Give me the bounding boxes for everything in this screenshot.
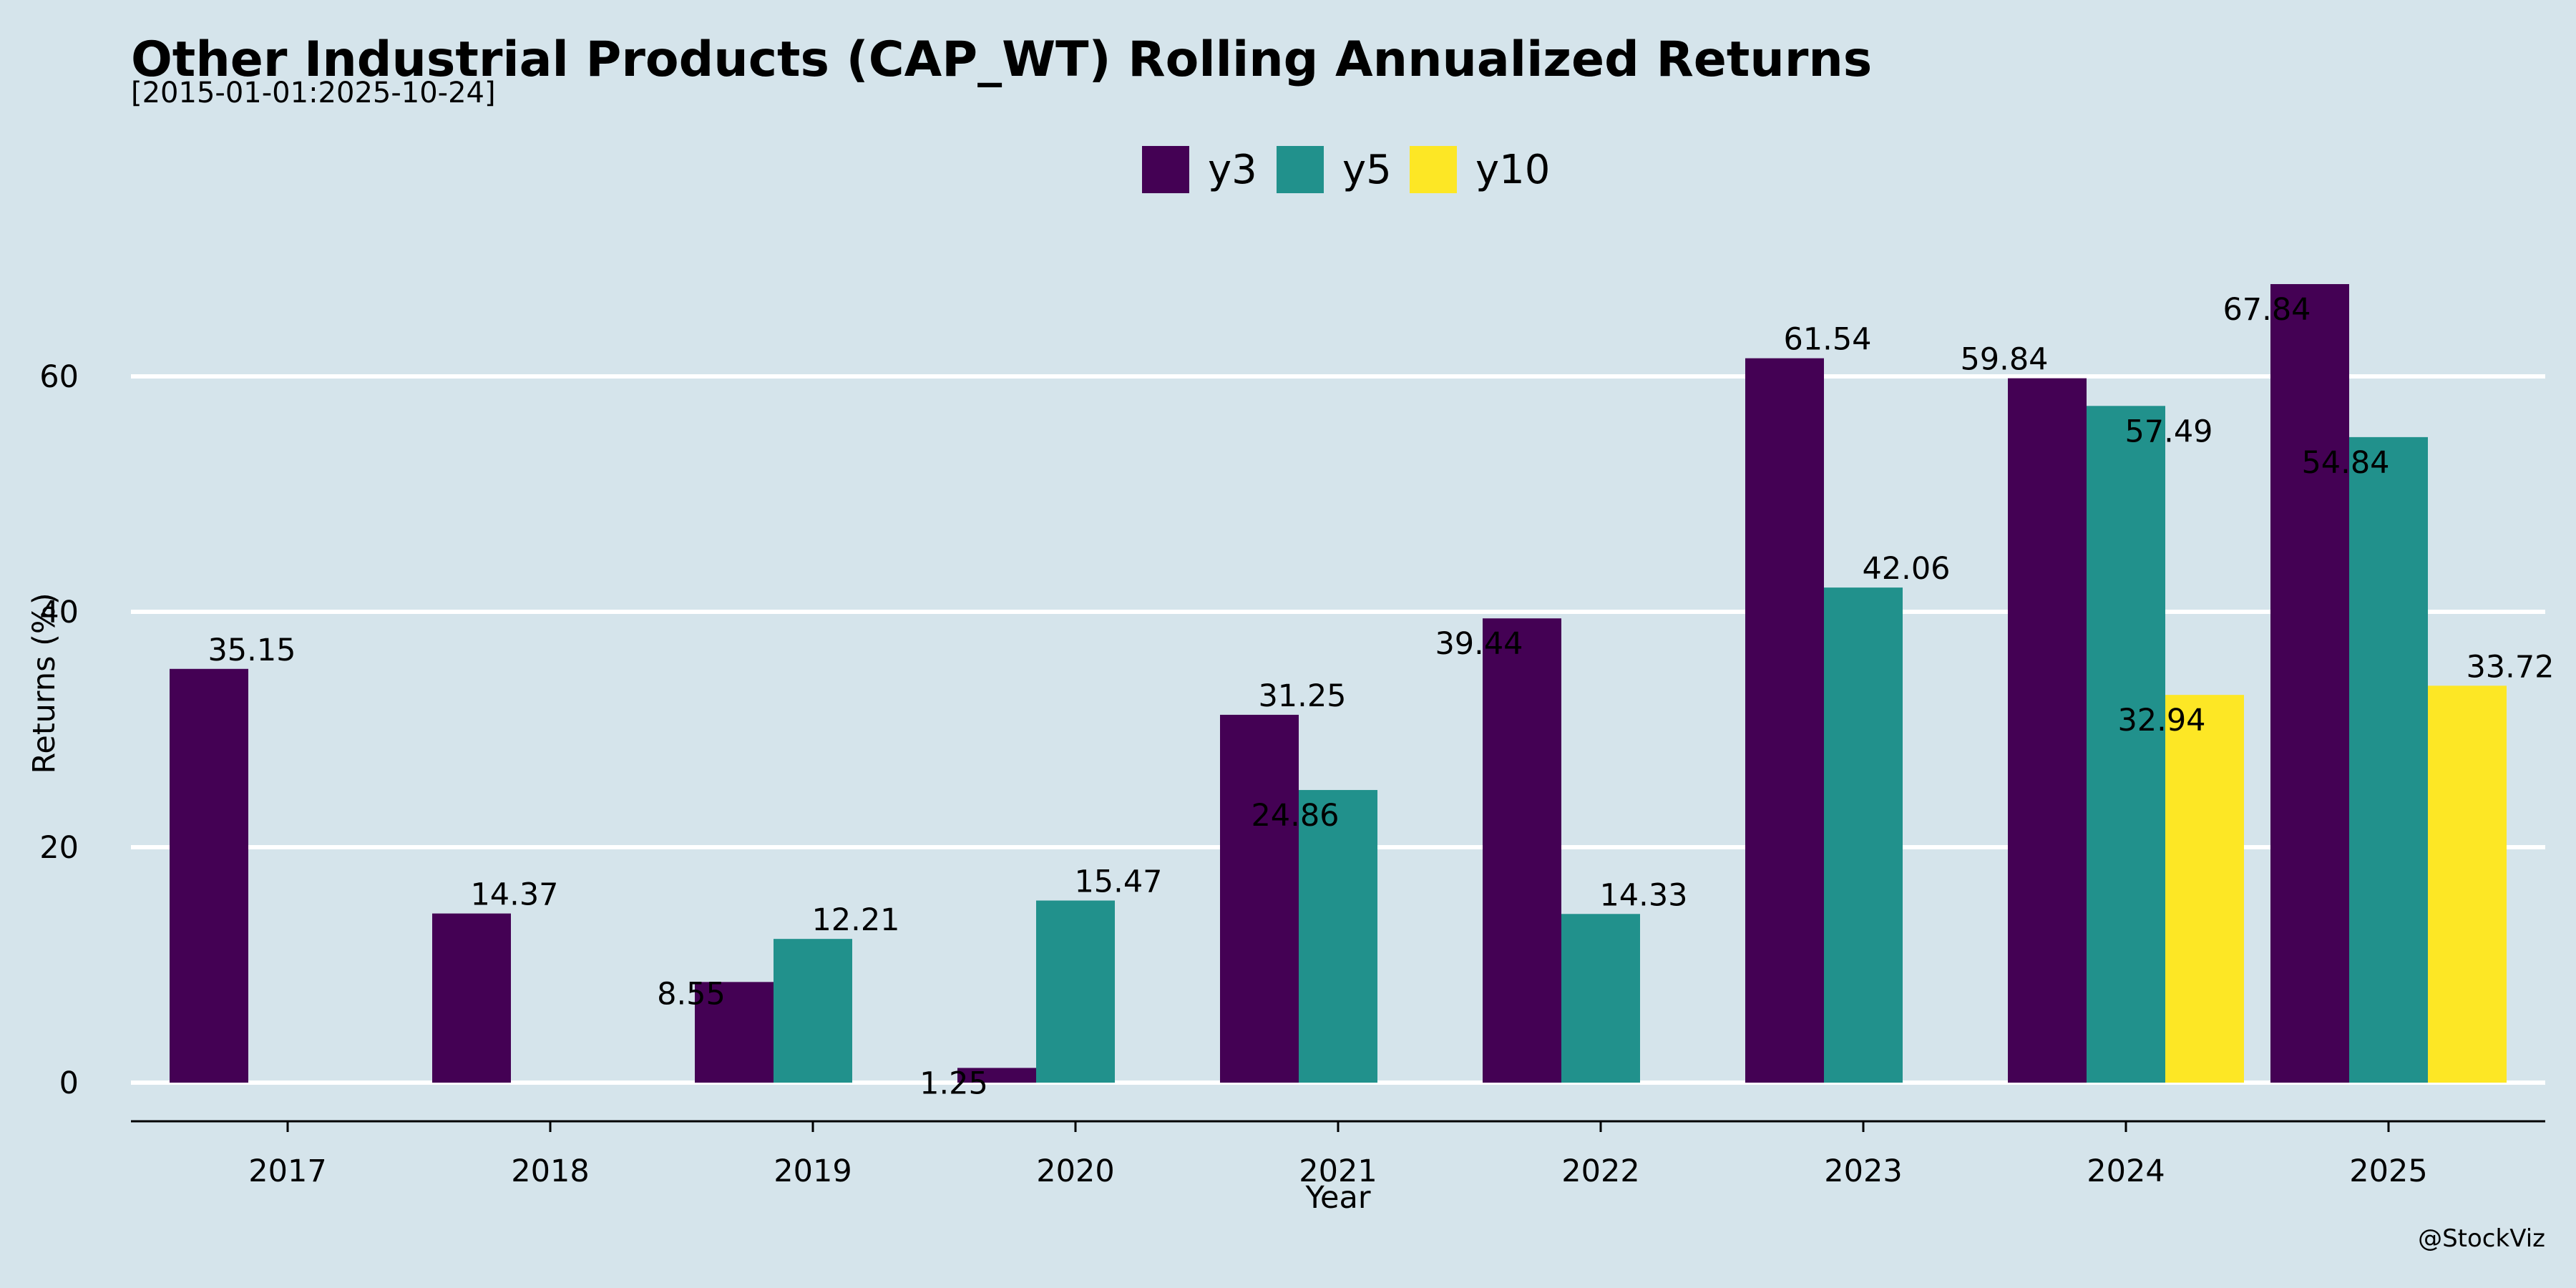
x-tick-label: 2019 <box>774 1153 852 1189</box>
data-label-y5-2019: 12.21 <box>811 902 899 938</box>
data-label-y3-2020: 1.25 <box>919 1065 988 1101</box>
data-label-y5-2021: 24.86 <box>1251 798 1339 834</box>
bar-y5-2025 <box>2349 436 2428 1083</box>
bar-labels: 35.15 14.37 8.55 1.25 31.25 39.44 61.54 59.84 67… <box>208 292 2554 1101</box>
data-label-y5-2024: 57.49 <box>2124 414 2212 449</box>
x-tick-label: 2024 <box>2087 1153 2165 1189</box>
data-label-y5-2025: 54.84 <box>2301 445 2389 481</box>
x-axis: 2017 2018 2019 2020 2021 2022 2023 2024 2025 <box>131 1120 2545 1189</box>
bar-y10-2024 <box>2165 695 2244 1083</box>
data-label-y3-2019: 8.55 <box>657 976 726 1012</box>
data-label-y3-2021: 31.25 <box>1258 678 1346 714</box>
bar-y5-2024 <box>2087 406 2165 1083</box>
legend-swatch-y10 <box>1410 146 1457 193</box>
y-axis-label: Returns (%) <box>26 592 62 774</box>
data-label-y3-2024: 59.84 <box>1960 342 2048 378</box>
bar-y5-2021 <box>1299 790 1377 1083</box>
bar-y3-2017 <box>170 668 248 1083</box>
data-label-y10-2025: 33.72 <box>2466 649 2554 685</box>
legend-swatch-y3 <box>1142 146 1189 193</box>
bar-y5-2020 <box>1036 900 1115 1083</box>
chart-subtitle: [2015-01-01:2025-10-24] <box>131 77 496 109</box>
bar-y3-2024 <box>2008 378 2087 1083</box>
data-label-y10-2024: 32.94 <box>2117 703 2205 738</box>
x-axis-label: Year <box>1304 1180 1370 1216</box>
y-axis-ticks: 0 20 40 60 <box>39 359 79 1101</box>
bar-y10-2025 <box>2428 686 2507 1083</box>
x-tick-label: 2018 <box>511 1153 589 1189</box>
legend-label-y3: y3 <box>1208 147 1257 193</box>
data-label-y5-2023: 42.06 <box>1862 551 1950 587</box>
data-label-y3-2022: 39.44 <box>1435 626 1523 662</box>
bar-y3-2019 <box>695 982 774 1083</box>
bars <box>170 284 2507 1083</box>
bar-y5-2023 <box>1824 587 1903 1083</box>
bar-y3-2021 <box>1220 714 1299 1083</box>
credit-text: @StockViz <box>2418 1224 2545 1253</box>
data-label-y5-2022: 14.33 <box>1599 877 1687 913</box>
bar-y5-2019 <box>774 939 852 1083</box>
legend: y3 y5 y10 <box>1142 146 1550 193</box>
x-tick-label: 2021 <box>1299 1153 1377 1189</box>
data-label-y3-2017: 35.15 <box>208 633 296 668</box>
y-tick-label: 20 <box>39 830 79 866</box>
bar-y3-2022 <box>1483 618 1561 1083</box>
bar-y5-2022 <box>1561 914 1640 1083</box>
chart-title: Other Industrial Products (CAP_WT) Rolli… <box>131 31 1872 88</box>
x-tick-label: 2025 <box>2349 1153 2427 1189</box>
data-label-y3-2018: 14.37 <box>470 877 558 913</box>
y-tick-label: 0 <box>59 1065 79 1101</box>
bar-y3-2025 <box>2270 284 2349 1083</box>
x-tick-label: 2017 <box>248 1153 326 1189</box>
legend-swatch-y5 <box>1277 146 1324 193</box>
data-label-y3-2023: 61.54 <box>1783 322 1871 358</box>
x-tick-label: 2020 <box>1036 1153 1114 1189</box>
x-tick-label: 2022 <box>1561 1153 1639 1189</box>
bar-y3-2018 <box>432 913 511 1083</box>
y-tick-label: 40 <box>39 595 79 630</box>
data-label-y5-2020: 15.47 <box>1074 864 1162 900</box>
bar-y3-2020 <box>957 1068 1036 1083</box>
legend-label-y5: y5 <box>1342 147 1392 193</box>
y-tick-label: 60 <box>39 359 79 395</box>
x-tick-label: 2023 <box>1824 1153 1902 1189</box>
bar-y3-2023 <box>1745 358 1824 1083</box>
legend-label-y10: y10 <box>1475 147 1550 193</box>
data-label-y3-2025: 67.84 <box>2223 292 2311 328</box>
